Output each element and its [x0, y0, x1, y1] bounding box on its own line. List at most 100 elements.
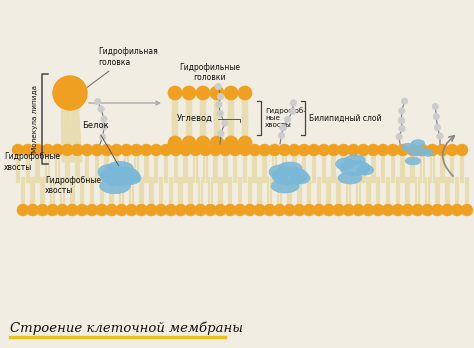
Ellipse shape	[119, 172, 141, 184]
Circle shape	[399, 108, 405, 114]
Bar	[203, 155, 205, 183]
Bar	[175, 114, 178, 136]
Bar	[117, 155, 119, 183]
Bar	[114, 155, 117, 183]
Bar	[435, 177, 437, 205]
Circle shape	[56, 204, 68, 216]
Circle shape	[182, 86, 196, 100]
Circle shape	[101, 116, 107, 122]
Bar	[438, 177, 440, 205]
Bar	[354, 155, 356, 183]
Bar	[144, 155, 146, 183]
Circle shape	[217, 93, 224, 100]
Circle shape	[273, 204, 285, 216]
Circle shape	[437, 133, 443, 139]
Circle shape	[194, 204, 207, 216]
Circle shape	[372, 204, 384, 216]
Bar	[418, 177, 420, 205]
Bar	[225, 155, 228, 183]
Bar	[220, 177, 223, 205]
Bar	[189, 114, 192, 136]
Bar	[97, 155, 99, 183]
Bar	[213, 155, 215, 183]
Bar	[122, 177, 124, 205]
Bar	[339, 177, 341, 205]
Circle shape	[98, 106, 104, 112]
Circle shape	[362, 204, 374, 216]
Bar	[230, 177, 232, 205]
Bar	[112, 177, 114, 205]
Bar	[100, 177, 102, 205]
Bar	[200, 114, 203, 136]
Bar	[460, 155, 462, 183]
Bar	[346, 177, 348, 205]
Bar	[246, 114, 248, 136]
Bar	[317, 177, 319, 205]
Bar	[30, 177, 33, 205]
Circle shape	[254, 204, 266, 216]
Bar	[465, 177, 467, 205]
Circle shape	[244, 204, 256, 216]
Circle shape	[217, 110, 223, 117]
Bar	[272, 155, 274, 183]
Bar	[242, 100, 245, 122]
Bar	[265, 155, 267, 183]
Ellipse shape	[411, 140, 425, 146]
Circle shape	[347, 144, 359, 156]
Circle shape	[343, 204, 355, 216]
Bar	[129, 177, 131, 205]
Circle shape	[396, 134, 402, 140]
Bar	[127, 155, 129, 183]
Circle shape	[185, 204, 197, 216]
Bar	[18, 155, 20, 183]
Circle shape	[421, 204, 433, 216]
Bar	[341, 155, 344, 183]
Bar	[381, 155, 383, 183]
Circle shape	[417, 144, 428, 156]
Circle shape	[224, 204, 236, 216]
Circle shape	[168, 136, 182, 150]
Bar	[450, 155, 452, 183]
Ellipse shape	[107, 161, 133, 175]
Bar	[425, 177, 428, 205]
Bar	[188, 177, 191, 205]
Bar	[183, 155, 186, 183]
Bar	[21, 177, 23, 205]
Bar	[214, 100, 217, 122]
Bar	[23, 177, 25, 205]
Bar	[156, 155, 158, 183]
Bar	[235, 155, 237, 183]
Bar	[57, 155, 60, 183]
Bar	[253, 155, 255, 183]
Circle shape	[61, 144, 73, 156]
Circle shape	[94, 98, 101, 105]
Bar	[102, 177, 104, 205]
Bar	[218, 177, 220, 205]
Bar	[210, 177, 213, 205]
Circle shape	[278, 132, 285, 139]
Bar	[63, 177, 65, 205]
Circle shape	[96, 204, 108, 216]
Circle shape	[239, 144, 251, 156]
Circle shape	[91, 144, 103, 156]
Bar	[349, 177, 351, 205]
Bar	[331, 155, 334, 183]
Bar	[250, 177, 252, 205]
Bar	[176, 155, 178, 183]
Bar	[90, 177, 92, 205]
Bar	[267, 177, 270, 205]
Circle shape	[216, 101, 222, 108]
Bar	[366, 177, 368, 205]
Bar	[200, 100, 203, 122]
Bar	[432, 155, 435, 183]
Bar	[428, 177, 430, 205]
Circle shape	[357, 144, 369, 156]
Bar	[73, 177, 74, 205]
Bar	[376, 177, 378, 205]
Bar	[396, 177, 398, 205]
Circle shape	[100, 134, 106, 140]
Bar	[124, 155, 127, 183]
Bar	[391, 155, 393, 183]
Bar	[186, 100, 189, 122]
Circle shape	[398, 117, 405, 124]
